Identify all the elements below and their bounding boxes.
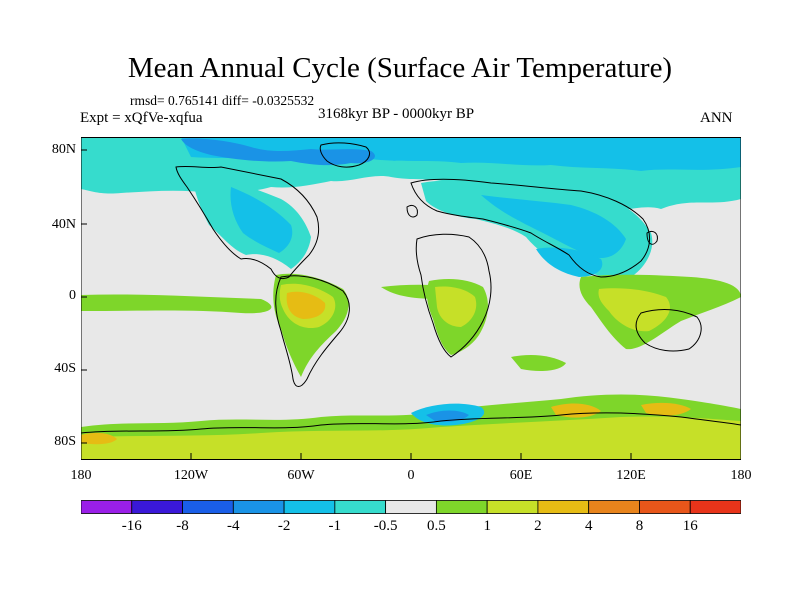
colorbar-label-2: -4 [227,518,240,534]
southern-cooler-patch [426,410,469,422]
period-label: 3168kyr BP - 0000kyr BP [318,106,475,122]
rmsd-diff-stats: rmsd= 0.765141 diff= -0.0325532 [130,93,315,108]
lat-label-80s: 80S [54,434,76,449]
lon-label-120e: 120E [616,468,646,483]
lat-label-0: 0 [69,288,76,303]
colorbar-label-7: 1 [483,518,491,534]
antarctica-patch-1 [81,432,117,445]
colorbar-label-4: -1 [328,518,342,534]
coastline-south-america [275,275,350,387]
colorbar [81,500,741,514]
coastline-australia [635,309,702,352]
colorbar-label-3: -2 [277,518,291,534]
colorbar-box-11 [639,500,691,514]
lon-label-0: 0 [407,468,415,483]
amazon-warmest [286,291,326,319]
coastline-uk [406,204,418,218]
colorbar-box-2 [182,500,234,514]
temperature-anomaly-map [81,137,741,460]
maritime-continent-warmer [598,288,670,332]
lon-label-120w: 120W [173,468,209,483]
lon-label-60e: 60E [509,468,533,483]
colorbar-box-7 [435,500,488,514]
colorbar-box-3 [232,500,285,514]
lat-label-80n: 80N [51,142,76,157]
coastline-north-america [175,165,320,280]
colorbar-label-1: -8 [176,518,189,534]
coastlines [81,142,741,434]
colorbar-label-11: 16 [682,518,698,534]
tick-marks [81,137,741,460]
tibet-cool [536,247,603,277]
colorbar-box-6 [385,500,437,514]
antarctica-patch-3 [641,402,691,416]
colorbar-label-6: 0.5 [427,518,446,534]
antarctica-warmer [81,416,741,460]
colorbar-box-1 [131,500,183,514]
eurasia-cooler [481,195,626,259]
colorbar-box-0 [81,500,133,514]
colorbar-label-0: -16 [121,518,142,534]
antarctica-patch-2 [551,403,601,418]
season-label: ANN [700,110,733,126]
lon-label-60w: 60W [287,468,315,483]
lon-label-180e: 180 [730,468,752,483]
lat-label-40s: 40S [54,361,76,376]
lon-label-180w: 180 [70,468,92,483]
north-america-cooler [230,187,293,253]
colorbar-box-4 [283,500,336,514]
lat-label-40n: 40N [51,217,76,232]
map-title: Mean Annual Cycle (Surface Air Temperatu… [127,52,673,84]
colorbar-box-10 [588,500,640,514]
colorbar-label-9: 4 [584,518,593,534]
greenland-cool [181,138,375,166]
coastline-antarctica [81,412,741,434]
coastline-eurasia [410,178,650,278]
colorbar-label-8: 2 [534,518,542,534]
colorbar-box-8 [486,500,539,514]
colorbar-box-5 [334,500,387,514]
coastline-greenland [319,142,370,168]
coastline-japan [646,230,658,245]
coastline-africa [415,233,492,358]
indian-ocean-warm [511,355,566,371]
colorbar-label-10: 8 [635,518,644,534]
equatorial-warm-band [81,294,272,314]
experiment-label: Expt = xQfVe-xqfua [80,110,203,126]
africa-warmer [435,286,477,327]
colorbar-label-5: -0.5 [373,518,398,534]
colorbar-box-12 [689,500,741,514]
colorbar-box-9 [537,500,590,514]
